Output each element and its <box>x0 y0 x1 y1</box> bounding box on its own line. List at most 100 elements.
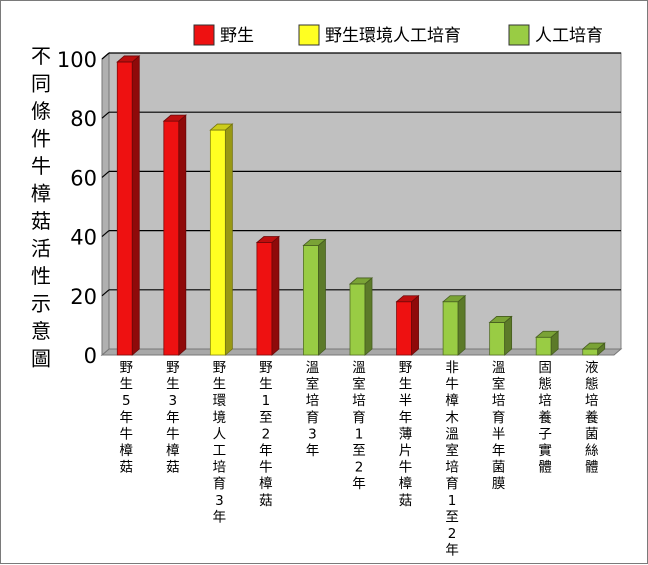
legend-item: 野生 <box>193 24 254 46</box>
legend-label: 野生環境人工培育 <box>325 26 461 46</box>
x-tick-label-char: 至 <box>259 410 273 426</box>
x-tick-label-char: 2 <box>448 526 457 542</box>
bar-side <box>504 315 513 356</box>
x-tick-label-char: 環 <box>213 393 227 409</box>
legend-swatch <box>193 24 215 46</box>
x-tick-label-char: 2 <box>355 460 364 476</box>
x-tick-label-char: 年 <box>306 443 320 459</box>
x-tick-label-char: 培 <box>445 460 459 476</box>
gridline-side <box>101 52 110 60</box>
x-tick-label-char: 溫 <box>352 360 366 376</box>
x-tick-label-char: 野 <box>120 360 134 376</box>
x-tick-label-char: 溫 <box>306 360 320 376</box>
x-tick-label-char: 野 <box>213 360 227 376</box>
bar-top <box>302 239 327 246</box>
bar-side <box>457 294 466 356</box>
x-tick-label-char: 年 <box>492 443 506 459</box>
x-tick-label-char: 菇 <box>120 460 134 476</box>
x-tick-label-char: 態 <box>585 377 599 393</box>
legend-label: 人工培育 <box>535 26 603 46</box>
x-tick-label-char: 非 <box>445 360 459 376</box>
y-axis-label-char: 意 <box>31 319 51 343</box>
y-axis-label-char: 圖 <box>31 347 51 371</box>
x-tick-label-char: 培 <box>352 393 366 409</box>
gridline-side <box>101 111 110 119</box>
x-tick-label-char: 室 <box>352 376 366 393</box>
x-tick-label-char: 野 <box>259 360 273 376</box>
bar-side <box>178 114 187 356</box>
x-tick-label-char: 溫 <box>445 426 459 442</box>
bars <box>116 55 606 356</box>
x-tick-label-char: 培 <box>306 393 320 409</box>
x-tick-label-char: 薄 <box>399 426 413 442</box>
bar-front <box>582 348 599 356</box>
x-tick-label-char: 1 <box>355 426 364 442</box>
bar <box>255 235 280 356</box>
x-tick-label-char: 室 <box>492 376 506 393</box>
x-tick-label-char: 2 <box>262 426 271 442</box>
gridline-side <box>101 230 110 238</box>
x-tick-label-char: 3 <box>169 393 178 409</box>
bar-side <box>271 235 280 356</box>
y-tick-label: 20 <box>70 285 97 309</box>
y-tick-label: 100 <box>57 48 97 72</box>
x-tick-label-char: 半 <box>492 426 506 442</box>
x-tick-label-char: 年 <box>445 543 459 559</box>
x-tick-label-char: 工 <box>213 443 227 459</box>
x-tick-label-char: 5 <box>122 393 131 409</box>
x-tick-label-char: 野 <box>399 360 413 376</box>
x-tick-label-char: 培 <box>492 393 506 409</box>
x-tick-label-char: 菌 <box>492 460 506 476</box>
bar <box>488 315 513 356</box>
x-tick-label-char: 生 <box>399 377 413 393</box>
x-tick-label-char: 菇 <box>259 493 273 509</box>
x-tick-label-char: 膜 <box>492 476 506 492</box>
x-tick-label-char: 木 <box>445 410 459 426</box>
bar <box>209 123 234 356</box>
x-tick-label-char: 實 <box>538 442 552 459</box>
bar <box>162 114 187 356</box>
x-tick-label-char: 年 <box>352 476 366 492</box>
x-tick-label-char: 3 <box>308 426 317 442</box>
bar <box>348 277 374 356</box>
x-tick-label-char: 態 <box>538 377 552 393</box>
bar-top <box>535 330 560 338</box>
x-tick-label-char: 境 <box>213 410 227 426</box>
x-tick-label-char: 年 <box>259 443 273 459</box>
bar-side <box>131 55 140 356</box>
y-tick-label: 0 <box>84 344 97 368</box>
x-tick-label-char: 牛 <box>259 460 273 476</box>
y-axis-label-char: 條 <box>31 99 51 123</box>
x-tick-label-char: 牛 <box>120 426 134 442</box>
x-tick-label-char: 樟 <box>259 476 273 492</box>
bar-front <box>209 129 226 356</box>
x-tick-label-char: 育 <box>306 410 320 426</box>
bar <box>581 342 606 356</box>
x-tick-label-char: 培 <box>538 393 552 409</box>
y-axis-label-char: 件 <box>31 127 51 151</box>
y-tick-label: 40 <box>70 226 97 250</box>
x-tick-label-char: 1 <box>448 493 457 509</box>
bar-side <box>411 294 419 356</box>
x-tick-label-char: 年 <box>399 410 413 426</box>
bar-top <box>488 316 513 323</box>
bar-front <box>256 242 273 356</box>
x-tick-label-char: 室 <box>445 442 459 459</box>
y-tick-label: 60 <box>70 166 97 190</box>
x-tick-label-char: 溫 <box>492 360 506 376</box>
x-tick-label-char: 樟 <box>166 443 180 459</box>
x-tick-label-char: 育 <box>492 410 506 426</box>
x-tick-label-char: 養 <box>585 409 599 426</box>
y-axis-label-char: 性 <box>31 264 51 288</box>
x-tick-label-char: 至 <box>445 509 459 525</box>
bar <box>395 294 420 356</box>
bar-top <box>162 114 187 122</box>
x-tick-label-char: 菇 <box>399 493 413 509</box>
y-tick-label: 80 <box>70 107 97 131</box>
x-tick-label-char: 3 <box>215 493 224 509</box>
x-tick-label-char: 育 <box>352 410 366 426</box>
